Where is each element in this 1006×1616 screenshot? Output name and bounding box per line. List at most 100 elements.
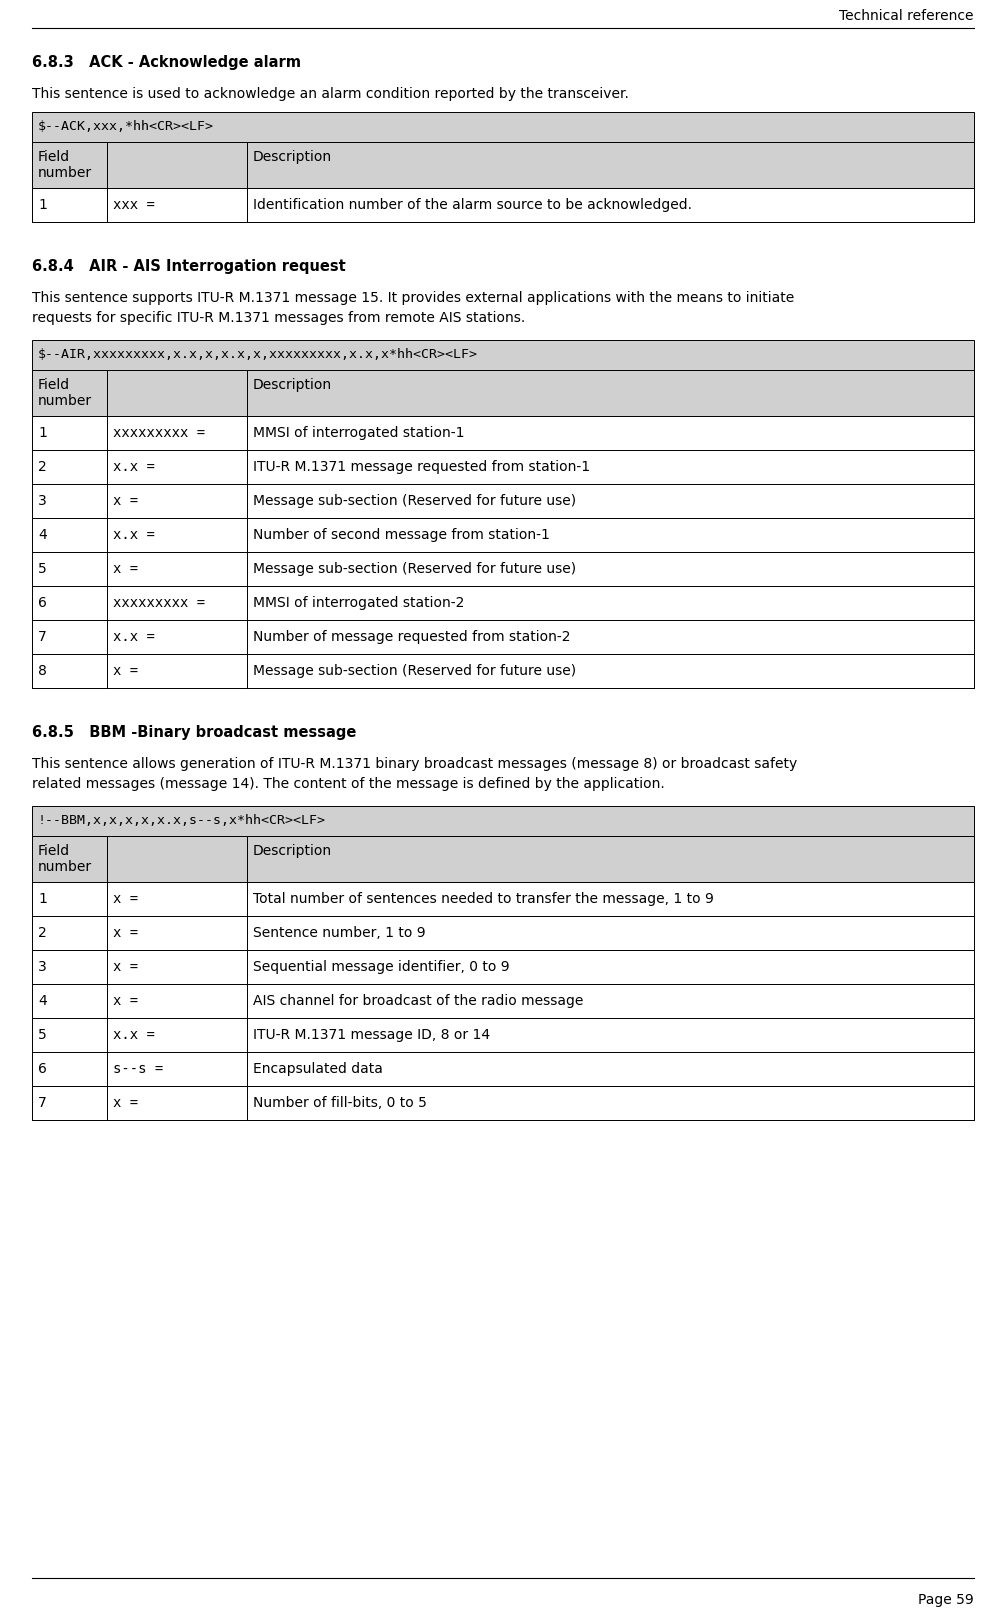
Bar <box>247 950 974 984</box>
Text: ITU-R M.1371 message ID, 8 or 14: ITU-R M.1371 message ID, 8 or 14 <box>253 1028 490 1042</box>
Text: 8: 8 <box>38 664 47 679</box>
Bar <box>32 916 974 950</box>
Text: Field: Field <box>38 844 70 858</box>
Bar <box>32 654 107 688</box>
Bar <box>32 1052 974 1086</box>
Text: Page 59: Page 59 <box>918 1593 974 1606</box>
Text: x.x =: x.x = <box>113 461 155 473</box>
Bar <box>247 142 974 187</box>
Bar <box>107 553 247 587</box>
Text: Number of message requested from station-2: Number of message requested from station… <box>253 630 570 645</box>
Text: 6.8.3   ACK - Acknowledge alarm: 6.8.3 ACK - Acknowledge alarm <box>32 55 301 69</box>
Bar <box>32 339 974 370</box>
Text: $--AIR,xxxxxxxxx,x.x,x,x.x,x,xxxxxxxxx,x.x,x*hh<CR><LF>: $--AIR,xxxxxxxxx,x.x,x,x.x,x,xxxxxxxxx,x… <box>38 349 478 362</box>
Text: 3: 3 <box>38 960 46 974</box>
Text: number: number <box>38 860 93 874</box>
Text: Number of fill-bits, 0 to 5: Number of fill-bits, 0 to 5 <box>253 1096 427 1110</box>
Bar <box>247 1086 974 1120</box>
Text: 7: 7 <box>38 1096 46 1110</box>
Bar <box>247 984 974 1018</box>
Bar <box>247 835 974 882</box>
Text: Number of second message from station-1: Number of second message from station-1 <box>253 528 550 541</box>
Text: x.x =: x.x = <box>113 528 155 541</box>
Text: This sentence supports ITU-R M.1371 message 15. It provides external application: This sentence supports ITU-R M.1371 mess… <box>32 291 795 305</box>
Bar <box>107 835 247 882</box>
Text: Message sub-section (Reserved for future use): Message sub-section (Reserved for future… <box>253 494 576 507</box>
Bar <box>247 621 974 654</box>
Text: xxx =: xxx = <box>113 199 155 212</box>
Bar <box>107 1018 247 1052</box>
Bar <box>247 1052 974 1086</box>
Text: 1: 1 <box>38 427 47 440</box>
Bar <box>107 187 247 221</box>
Bar <box>247 415 974 449</box>
Text: x.x =: x.x = <box>113 1028 155 1042</box>
Bar <box>107 1052 247 1086</box>
Bar <box>32 187 107 221</box>
Text: 6: 6 <box>38 596 47 609</box>
Bar <box>32 835 107 882</box>
Text: number: number <box>38 166 93 179</box>
Bar <box>32 142 107 187</box>
Text: Encapsulated data: Encapsulated data <box>253 1062 383 1076</box>
Bar <box>32 916 107 950</box>
Bar <box>32 112 974 142</box>
Bar <box>32 882 974 916</box>
Bar <box>32 519 974 553</box>
Text: x =: x = <box>113 994 138 1008</box>
Text: Field: Field <box>38 150 70 163</box>
Bar <box>247 370 974 415</box>
Bar <box>32 1086 107 1120</box>
Bar <box>247 187 974 221</box>
Bar <box>107 621 247 654</box>
Bar <box>32 142 974 187</box>
Bar <box>32 621 107 654</box>
Text: 4: 4 <box>38 528 46 541</box>
Bar <box>32 587 974 621</box>
Text: Total number of sentences needed to transfer the message, 1 to 9: Total number of sentences needed to tran… <box>253 892 714 907</box>
Text: requests for specific ITU-R M.1371 messages from remote AIS stations.: requests for specific ITU-R M.1371 messa… <box>32 310 525 325</box>
Bar <box>107 519 247 553</box>
Bar <box>32 449 107 485</box>
Bar <box>247 449 974 485</box>
Bar <box>32 553 974 587</box>
Text: x.x =: x.x = <box>113 630 155 645</box>
Text: Technical reference: Technical reference <box>839 10 974 23</box>
Text: 2: 2 <box>38 461 46 473</box>
Text: 4: 4 <box>38 994 46 1008</box>
Text: 6.8.4   AIR - AIS Interrogation request: 6.8.4 AIR - AIS Interrogation request <box>32 259 346 273</box>
Bar <box>247 587 974 621</box>
Text: Description: Description <box>253 378 332 393</box>
Text: This sentence allows generation of ITU-R M.1371 binary broadcast messages (messa: This sentence allows generation of ITU-R… <box>32 756 797 771</box>
Text: 6: 6 <box>38 1062 47 1076</box>
Text: 2: 2 <box>38 926 46 941</box>
Bar <box>247 553 974 587</box>
Text: 7: 7 <box>38 630 46 645</box>
Bar <box>247 882 974 916</box>
Bar <box>32 621 974 654</box>
Text: x =: x = <box>113 562 138 575</box>
Bar <box>107 449 247 485</box>
Bar <box>247 485 974 519</box>
Text: Field: Field <box>38 378 70 393</box>
Bar <box>247 916 974 950</box>
Bar <box>32 415 107 449</box>
Bar <box>32 519 107 553</box>
Text: x =: x = <box>113 960 138 974</box>
Text: MMSI of interrogated station-1: MMSI of interrogated station-1 <box>253 427 465 440</box>
Bar <box>107 950 247 984</box>
Bar <box>107 485 247 519</box>
Bar <box>32 415 974 449</box>
Text: 6.8.5   BBM -Binary broadcast message: 6.8.5 BBM -Binary broadcast message <box>32 724 356 740</box>
Bar <box>107 916 247 950</box>
Bar <box>32 449 974 485</box>
Text: xxxxxxxxx =: xxxxxxxxx = <box>113 596 205 609</box>
Bar <box>32 984 974 1018</box>
Bar <box>32 485 107 519</box>
Text: number: number <box>38 394 93 407</box>
Bar <box>32 806 974 835</box>
Text: Sentence number, 1 to 9: Sentence number, 1 to 9 <box>253 926 426 941</box>
Bar <box>107 587 247 621</box>
Text: 1: 1 <box>38 892 47 907</box>
Bar <box>32 950 974 984</box>
